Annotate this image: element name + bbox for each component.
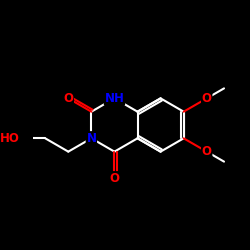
Text: NH: NH [104, 92, 124, 105]
Text: O: O [202, 145, 212, 158]
Text: HO: HO [0, 132, 20, 145]
Text: O: O [202, 92, 212, 105]
Text: O: O [110, 172, 120, 185]
Text: O: O [63, 92, 73, 105]
Text: N: N [86, 132, 97, 145]
